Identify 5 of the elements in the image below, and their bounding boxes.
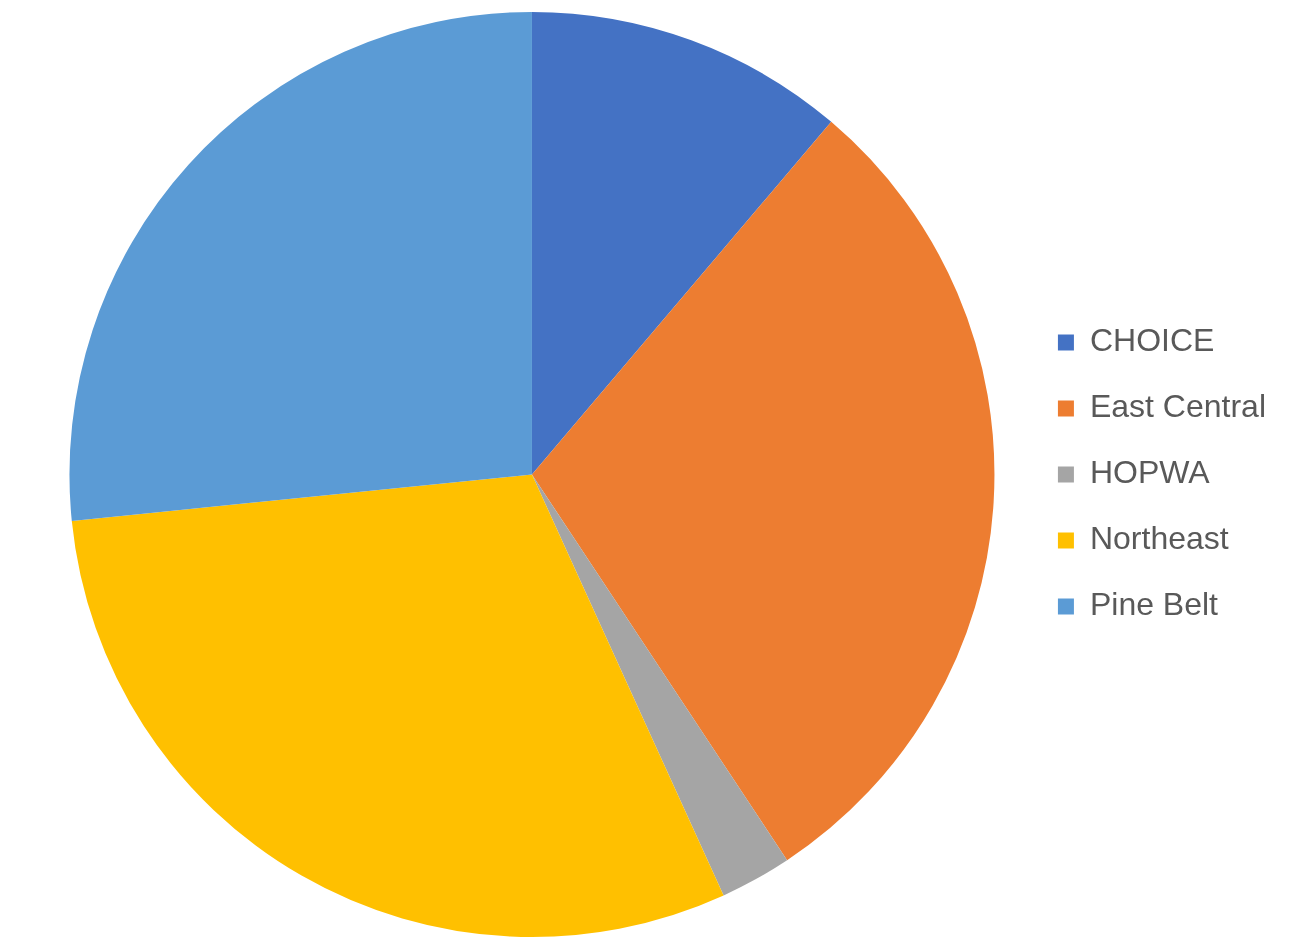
legend-label: Northeast — [1089, 520, 1229, 557]
legend-label: CHOICE — [1089, 322, 1215, 359]
legend-label: HOPWA — [1089, 454, 1211, 491]
legend-label: Pine Belt — [1089, 586, 1219, 623]
legend-label: East Central — [1089, 388, 1266, 425]
